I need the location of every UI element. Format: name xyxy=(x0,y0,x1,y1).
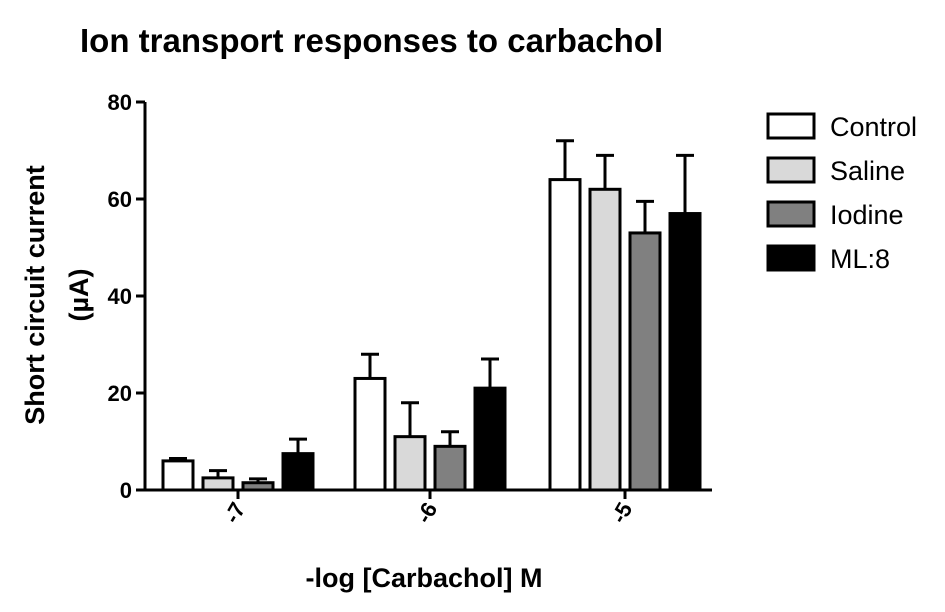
x-axis-label: -log [Carbachol] M xyxy=(306,563,543,593)
legend-swatch-ml-8 xyxy=(766,244,816,272)
bar-saline xyxy=(393,435,427,492)
y-tick-label: 60 xyxy=(108,187,132,212)
y-tick-label: 20 xyxy=(108,381,132,406)
x-tick-label: -5 xyxy=(606,498,637,527)
bar-control xyxy=(548,178,582,492)
y-axis-label-line-2: (µA) xyxy=(64,268,94,321)
x-tick-label: -7 xyxy=(219,498,250,527)
legend-swatch-iodine xyxy=(766,200,816,228)
bar-control xyxy=(353,376,387,492)
legend-swatch-saline xyxy=(766,156,816,184)
legend-swatch-control xyxy=(766,112,816,140)
legend-label-iodine: Iodine xyxy=(830,200,904,230)
chart-title: Ion transport responses to carbachol xyxy=(80,22,663,59)
y-axis-label-line-1: Short circuit current xyxy=(20,165,50,425)
plot-area: 0 20 40 60 80 -7 -6 -5 xyxy=(108,90,712,527)
bar-saline xyxy=(588,187,622,492)
legend-label-ml-8: ML:8 xyxy=(830,244,890,274)
y-tick-label: 40 xyxy=(108,284,132,309)
bar-iodine xyxy=(628,231,662,492)
legend-label-control: Control xyxy=(830,112,917,142)
bar-ml-8 xyxy=(281,452,315,492)
bar-saline xyxy=(201,476,235,492)
bar-ml-8 xyxy=(473,386,507,492)
x-tick-label: -6 xyxy=(411,498,442,527)
y-axis-label: Short circuit current (µA) xyxy=(20,165,94,425)
bar-control xyxy=(161,459,195,492)
y-tick-label: 80 xyxy=(108,90,132,115)
bar-ml-8 xyxy=(668,212,702,492)
legend: Control Saline Iodine ML:8 xyxy=(766,112,917,274)
bar-iodine xyxy=(241,481,275,492)
y-tick-label: 0 xyxy=(120,478,132,503)
legend-label-saline: Saline xyxy=(830,156,905,186)
bar-iodine xyxy=(433,444,467,492)
